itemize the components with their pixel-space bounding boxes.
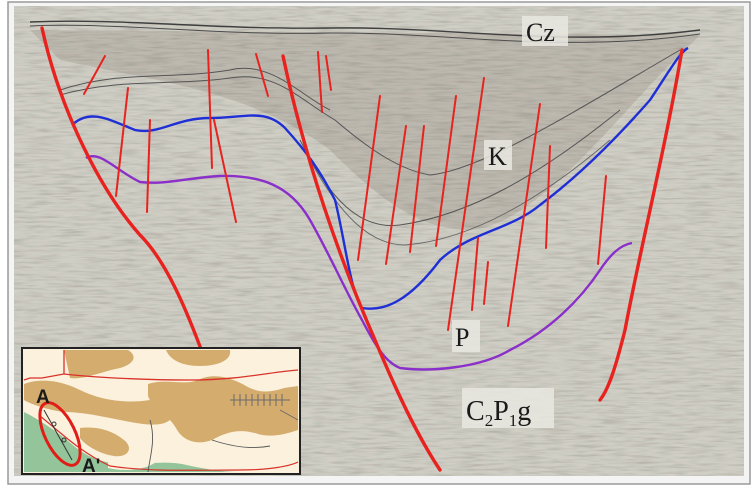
horizon-top-2 [29, 24, 701, 43]
formation-sub-1: 1 [509, 411, 518, 430]
fault-minor-18 [597, 175, 607, 265]
fault-minor-5 [213, 119, 237, 223]
map-patch-tan-4 [148, 376, 298, 443]
formation-sub-2: 2 [485, 411, 494, 430]
fault-major-central [281, 54, 442, 472]
map-boundary-1 [23, 350, 65, 381]
formation-c: C [466, 396, 485, 427]
fault-minor-4 [207, 49, 213, 169]
horizon-top-1 [29, 20, 701, 38]
map-road-2 [211, 439, 271, 449]
faults-minor [83, 49, 607, 331]
label-bg-p [452, 320, 480, 352]
fault-minor-2 [115, 87, 129, 197]
formation-p: P [493, 396, 509, 427]
horizon-gray-4 [309, 139, 611, 246]
map-label-a-prime: A' [82, 456, 100, 477]
map-boundary-3 [39, 415, 299, 471]
fault-minor-14 [471, 237, 479, 311]
fault-minor-12 [435, 95, 457, 247]
profile-tick-2 [61, 437, 67, 443]
horizon-purple [85, 155, 633, 371]
fault-minor-11 [409, 125, 425, 253]
label-p: P [455, 323, 469, 352]
map-label-a: A [36, 387, 50, 408]
basin-fill [30, 30, 700, 230]
label-bg-k [484, 140, 512, 170]
horizon-gray-2 [59, 49, 681, 176]
label-bg-formation [462, 388, 554, 428]
fault-minor-6 [255, 53, 269, 97]
fault-minor-13 [447, 77, 485, 331]
label-k: K [488, 142, 507, 171]
map-patch-tan-5 [80, 427, 129, 457]
fault-minor-9 [357, 95, 381, 261]
fault-major-east [598, 48, 684, 402]
fault-minor-1 [83, 55, 106, 95]
profile-tick-1 [51, 421, 57, 427]
fault-minor-7 [317, 51, 323, 113]
map-fault-hatch [230, 394, 299, 421]
fault-minor-3 [146, 119, 151, 213]
map-boundary-2 [63, 369, 299, 381]
fault-minor-8 [325, 55, 332, 91]
map-patch-tan-3 [24, 380, 172, 425]
inset-map: A A' [21, 347, 301, 477]
label-formation: C2P1g [466, 396, 531, 430]
map-road-1 [147, 419, 153, 473]
horizon-gray-1 [59, 67, 331, 111]
map-patch-tan-2 [166, 350, 231, 366]
label-cz: Cz [526, 18, 555, 47]
formation-g: g [517, 396, 531, 427]
fault-major-west [40, 26, 207, 362]
fault-minor-15 [483, 261, 489, 305]
map-patch-tan-1 [64, 350, 134, 379]
fault-minor-16 [507, 103, 541, 327]
profile-line [43, 409, 73, 461]
fault-minor-17 [545, 145, 551, 249]
profile-location-ellipse [38, 401, 82, 467]
map-patch-green [24, 412, 240, 472]
label-bg-cz [522, 16, 568, 46]
fault-minor-10 [385, 125, 407, 265]
